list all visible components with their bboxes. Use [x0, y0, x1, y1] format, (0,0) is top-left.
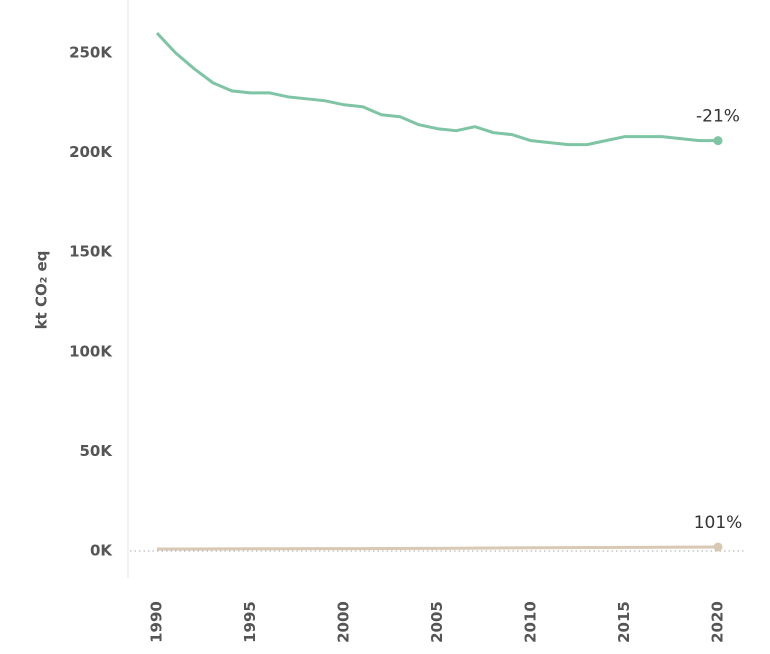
x-tick-label: 2010: [522, 601, 540, 643]
y-tick-label: 50K: [80, 442, 114, 460]
end-label: 101%: [694, 513, 743, 533]
y-tick-label: 150K: [69, 243, 113, 261]
series-line: [155, 32, 718, 147]
x-tick-label: 1995: [241, 601, 259, 643]
x-tick-label: 1990: [148, 601, 166, 643]
end-dot: [713, 542, 723, 552]
series-line: [157, 545, 719, 551]
y-tick-label: 0K: [90, 542, 113, 560]
end-label: -21%: [696, 107, 740, 127]
end-dot: [713, 136, 723, 146]
x-tick-label: 2000: [335, 601, 353, 643]
y-axis-label: kt CO₂ eq: [33, 251, 51, 330]
x-tick-label: 2005: [428, 601, 446, 643]
y-tick-label: 250K: [69, 44, 113, 62]
y-tick-label: 100K: [69, 342, 113, 360]
x-tick-label: 2015: [615, 601, 633, 643]
x-tick-label: 2020: [709, 601, 727, 643]
y-tick-label: 200K: [69, 143, 113, 161]
